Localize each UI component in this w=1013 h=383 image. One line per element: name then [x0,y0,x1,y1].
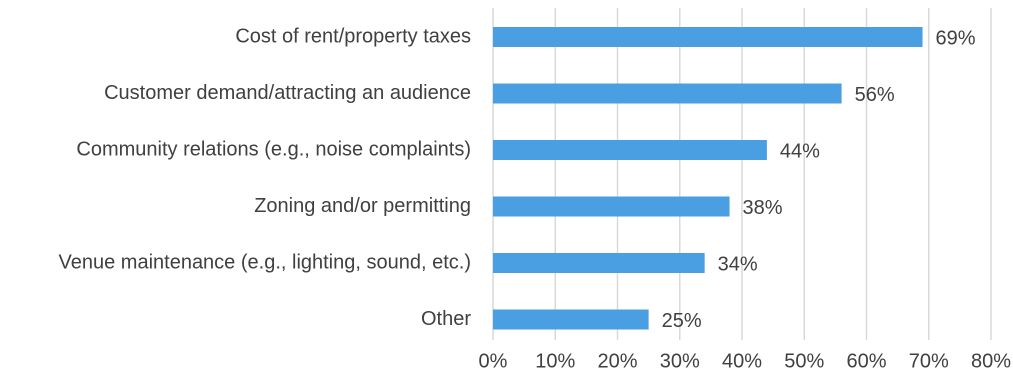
bars [493,27,923,330]
data-label: 69% [936,27,976,49]
bar [493,140,767,160]
x-tick-label: 0% [479,350,508,372]
data-label: 34% [718,253,758,275]
x-tick-label: 20% [597,350,637,372]
category-label: Cost of rent/property taxes [235,25,471,47]
x-tick-label: 70% [909,350,949,372]
gridlines [492,8,992,340]
category-label: Community relations (e.g., noise complai… [76,138,471,160]
category-label: Venue maintenance (e.g., lighting, sound… [59,251,472,273]
bar [493,83,842,104]
data-label: 25% [662,310,702,332]
data-label: 38% [743,197,783,219]
x-axis-tick-labels: 0% 10% 20% 30% 40% 50% 60% 70% 80% [479,350,1012,372]
data-label: 56% [855,84,895,106]
data-label: 44% [780,140,820,162]
bar [493,309,649,330]
x-tick-label: 10% [535,350,575,372]
bar [493,27,923,47]
data-labels: 69% 56% 44% 38% 34% 25% [662,27,976,332]
category-label: Customer demand/attracting an audience [104,82,471,104]
x-tick-label: 80% [971,350,1011,372]
x-tick-label: 30% [660,350,700,372]
category-label: Zoning and/or permitting [254,195,471,217]
x-tick-label: 60% [846,350,886,372]
category-label: Other [421,308,471,330]
x-tick-label: 50% [784,350,824,372]
bar [493,253,705,273]
x-tick-label: 40% [722,350,762,372]
category-labels: Cost of rent/property taxes Customer dema… [59,25,472,330]
bar [493,196,730,217]
